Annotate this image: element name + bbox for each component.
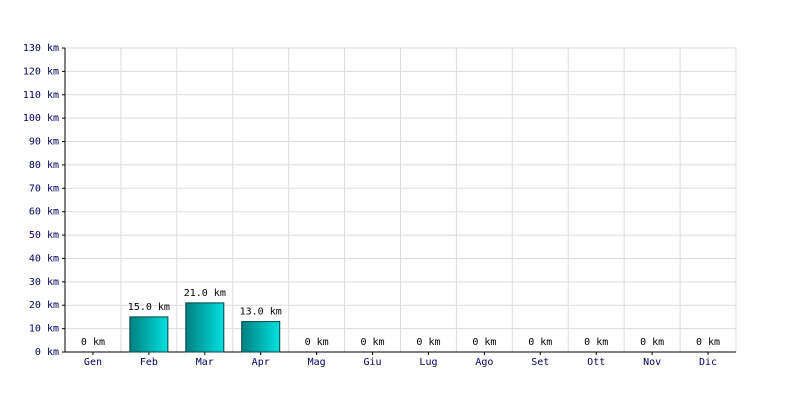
x-tick-label: Nov	[643, 357, 661, 368]
x-tick-label: Set	[531, 357, 549, 368]
y-tick-label: 90 km	[29, 137, 59, 148]
value-label: 0 km	[305, 337, 329, 348]
bar	[241, 321, 281, 353]
value-label: 0 km	[696, 337, 720, 348]
value-label: 0 km	[640, 337, 664, 348]
bar	[129, 316, 169, 353]
value-label: 0 km	[472, 337, 496, 348]
x-tick-label: Apr	[252, 357, 270, 368]
value-label: 0 km	[416, 337, 440, 348]
value-label: 13.0 km	[240, 307, 282, 318]
value-label: 15.0 km	[128, 302, 170, 313]
y-tick-label: 30 km	[29, 277, 59, 288]
value-label: 0 km	[360, 337, 384, 348]
y-tick-label: 60 km	[29, 207, 59, 218]
y-tick-label: 80 km	[29, 160, 59, 171]
value-label: 0 km	[81, 337, 105, 348]
x-tick-label: Mag	[308, 357, 326, 368]
y-tick-label: 20 km	[29, 300, 59, 311]
y-tick-label: 130 km	[23, 43, 59, 54]
x-tick-label: Dic	[699, 357, 717, 368]
y-tick-label: 100 km	[23, 113, 59, 124]
x-tick-label: Lug	[419, 357, 437, 368]
y-tick-label: 70 km	[29, 183, 59, 194]
y-tick-label: 0 km	[35, 347, 59, 358]
x-tick-label: Gen	[84, 357, 102, 368]
x-tick-label: Giu	[364, 357, 382, 368]
x-tick-label: Ott	[587, 357, 605, 368]
y-tick-label: 110 km	[23, 90, 59, 101]
y-tick-label: 50 km	[29, 230, 59, 241]
x-tick-label: Ago	[475, 357, 493, 368]
value-label: 21.0 km	[184, 288, 226, 299]
x-tick-label: Mar	[196, 357, 214, 368]
y-tick-label: 40 km	[29, 253, 59, 264]
y-tick-label: 10 km	[29, 324, 59, 335]
y-tick-label: 120 km	[23, 66, 59, 77]
value-label: 0 km	[528, 337, 552, 348]
x-tick-label: Feb	[140, 357, 158, 368]
bar	[185, 302, 225, 353]
value-label: 0 km	[584, 337, 608, 348]
